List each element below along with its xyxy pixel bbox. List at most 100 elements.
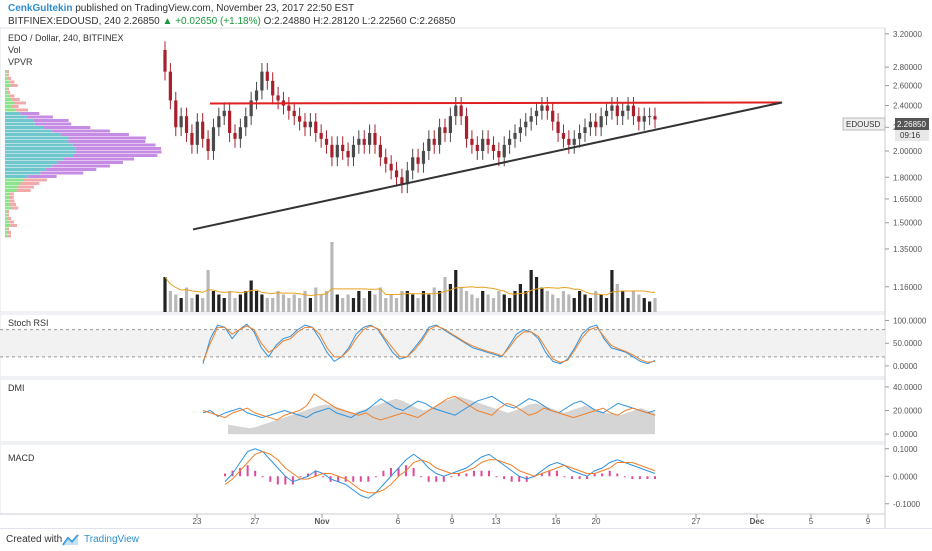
candle-body: [448, 116, 452, 133]
volume-bar: [389, 294, 393, 312]
macd-histogram-bar: [420, 476, 423, 478]
volume-bar: [443, 277, 447, 312]
tradingview-logo-icon[interactable]: [62, 534, 80, 546]
volume-bar: [470, 294, 474, 312]
vpvr-up-bar: [5, 136, 69, 140]
candle-body: [314, 121, 318, 133]
candle-body: [502, 144, 506, 158]
macd-histogram-bar: [586, 476, 589, 479]
stoch-tick-label: 50.0000: [893, 339, 922, 348]
dmi-tick-label: 0.0000: [893, 430, 918, 439]
candle-body: [265, 71, 269, 81]
macd-histogram-bar: [374, 476, 377, 478]
signal-line: [224, 450, 656, 494]
time-tick-label: 16: [552, 517, 561, 526]
volume-bar: [276, 291, 280, 312]
vpvr-down-bar: [34, 122, 72, 126]
vpvr-up-bar: [5, 217, 8, 220]
vpvr-up-bar: [5, 175, 29, 178]
dmi-tick-label: 20.0000: [893, 407, 922, 416]
vpvr-up-bar: [5, 98, 12, 101]
candle-body: [486, 138, 490, 145]
candle-body: [400, 177, 404, 185]
candle-body: [421, 151, 426, 164]
volume-bars: [163, 242, 657, 312]
candle-body: [201, 121, 205, 139]
legend-symbol: EDO / Dollar, 240, BITFINEX: [8, 33, 124, 43]
author-link[interactable]: CenkGultekin: [8, 3, 73, 14]
vpvr-down-bar: [28, 175, 57, 178]
vpvr-up-bar: [5, 178, 24, 182]
vpvr-down-bar: [6, 70, 9, 73]
candle-body: [238, 127, 242, 139]
candle-body: [254, 90, 259, 101]
price-tick-label: 3.20000: [893, 30, 922, 39]
vpvr-down-bar: [40, 171, 84, 175]
price-tick-label: 2.60000: [893, 82, 922, 91]
candle-body: [545, 105, 549, 111]
volume-bar: [308, 298, 312, 312]
volume-bar: [427, 294, 431, 312]
volume-bar: [292, 294, 296, 312]
candle-body: [351, 144, 356, 158]
macd-histogram-bar: [352, 476, 355, 482]
vpvr-up-bar: [5, 154, 74, 157]
vpvr-down-bar: [52, 164, 110, 168]
volume-bar: [260, 294, 264, 312]
candle-body: [174, 100, 178, 128]
vpvr-down-bar: [9, 192, 14, 196]
volume-bar: [411, 294, 415, 312]
footer: Created with TradingView: [0, 528, 932, 551]
time-tick-label: Nov: [314, 517, 330, 526]
time-tick-label: 6: [396, 517, 401, 526]
support-line: [192, 101, 783, 231]
candle-body: [276, 95, 280, 101]
macd-histogram-bar: [382, 470, 385, 477]
macd-histogram-bar: [540, 473, 543, 477]
candle-body: [438, 127, 442, 145]
candle-body: [394, 170, 399, 178]
candle-body: [222, 110, 226, 117]
volume-bar: [373, 294, 377, 312]
volume-bar: [368, 291, 372, 312]
last-price: 2.26850: [123, 16, 160, 27]
created-with-text: Created with: [6, 534, 63, 545]
vpvr-down-bar: [73, 154, 158, 157]
candle-body: [529, 116, 533, 122]
macd-histogram-bar: [261, 476, 264, 478]
volume-bar: [319, 294, 323, 312]
macd-histogram-bar: [314, 470, 317, 477]
macd-histogram-bar: [367, 476, 370, 482]
candle-body: [599, 116, 603, 128]
candle-body: [464, 116, 469, 139]
price-tick-label: 1.80000: [893, 173, 922, 182]
candle-body: [411, 157, 415, 171]
volume-bar: [163, 277, 167, 312]
vpvr-up-bar: [5, 119, 34, 122]
volume-bar: [653, 298, 657, 312]
candle-body: [621, 110, 625, 117]
macd-histogram-bar: [654, 476, 656, 479]
vpvr-up-bar: [5, 192, 10, 196]
vpvr-up-bar: [5, 77, 8, 80]
volume-bar: [599, 294, 603, 312]
volume-bar: [631, 291, 636, 312]
vpvr-up-bar: [5, 101, 15, 105]
volume-bar: [195, 294, 199, 312]
tradingview-brand-link[interactable]: TradingView: [84, 534, 140, 545]
volume-bar: [287, 298, 291, 312]
vpvr-down-bar: [9, 94, 15, 98]
vpvr-up-bar: [5, 161, 59, 164]
resistance-line: [209, 101, 783, 105]
candle-body: [405, 170, 409, 185]
volume-bar: [233, 298, 237, 312]
candle-body: [362, 138, 366, 145]
volume-bar: [351, 298, 356, 312]
vpvr-up-bar: [5, 80, 10, 84]
vpvr-up-bar: [5, 112, 21, 115]
time-tick-label: 9: [866, 517, 871, 526]
vpvr-down-bar: [33, 119, 69, 122]
macd-tick-label: 0.0000: [893, 472, 918, 481]
close-value: C:2.26850: [409, 16, 456, 27]
macd-histogram-bar: [359, 476, 362, 482]
